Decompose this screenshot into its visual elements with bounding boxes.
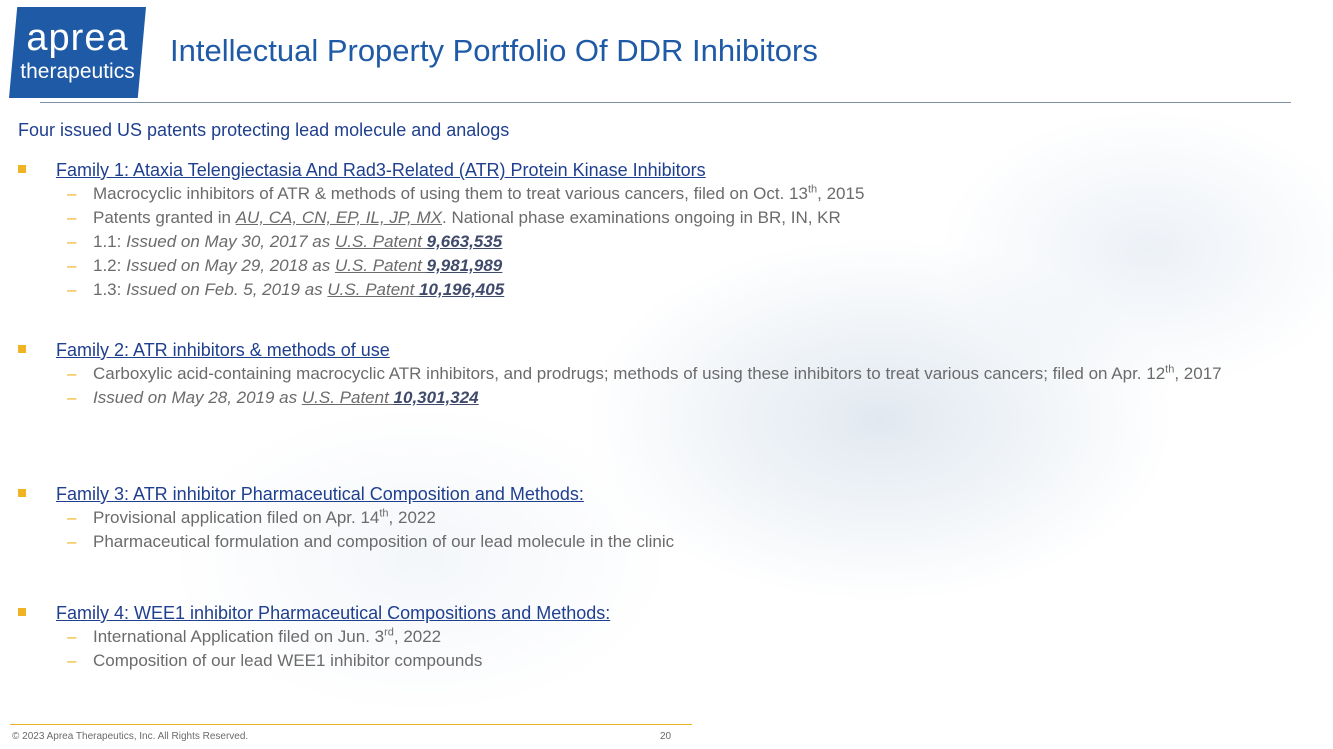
patent-link[interactable]: U.S. Patent 10,301,324	[301, 388, 479, 407]
family-title[interactable]: Family 4: WEE1 inhibitor Pharmaceutical …	[56, 603, 611, 623]
family-title[interactable]: Family 2: ATR inhibitors & methods of us…	[56, 340, 390, 360]
square-bullet-icon	[18, 345, 26, 353]
logo-tagline: therapeutics	[20, 60, 135, 83]
list-item: – Macrocyclic inhibitors of ATR & methods…	[67, 183, 865, 203]
list-item: –1.1: Issued on May 30, 2017 as U.S. Pat…	[67, 232, 503, 251]
section-subtitle: Four issued US patents protecting lead m…	[18, 120, 510, 140]
family-title[interactable]: Family 1: Ataxia Telengiectasia And Rad3…	[56, 160, 706, 180]
list-item: – Pharmaceutical formulation and composit…	[67, 532, 675, 551]
list-item: –1.3: Issued on Feb. 5, 2019 as U.S. Pat…	[67, 280, 505, 299]
patent-link[interactable]: U.S. Patent 9,663,535	[334, 232, 503, 251]
list-item: – Carboxylic acid-containing macrocyclic …	[67, 363, 1222, 383]
country-links[interactable]: AU, CA, CN, EP, IL, JP, MX	[235, 208, 442, 227]
square-bullet-icon	[18, 489, 26, 497]
title-divider	[40, 102, 1291, 103]
copyright-notice: © 2023 Aprea Therapeutics, Inc. All Righ…	[12, 731, 249, 742]
list-item: –1.2: Issued on May 29, 2018 as U.S. Pat…	[67, 256, 503, 275]
list-item: – Issued on May 28, 2019 as U.S. Patent 1…	[67, 388, 479, 407]
page-number: 20	[660, 731, 672, 742]
family-title[interactable]: Family 3: ATR inhibitor Pharmaceutical C…	[56, 484, 584, 504]
patent-family-1: Family 1: Ataxia Telengiectasia And Rad3…	[18, 158, 1297, 302]
page-title: Intellectual Property Portfolio Of DDR I…	[170, 33, 818, 68]
list-item: – Patents granted in AU, CA, CN, EP, IL, …	[67, 208, 841, 227]
square-bullet-icon	[18, 608, 26, 616]
list-item: – Provisional application filed on Apr. 1…	[67, 507, 436, 527]
company-logo: aprea therapeutics	[9, 7, 146, 98]
list-item: – Composition of our lead WEE1 inhibitor …	[67, 651, 483, 670]
list-item: – International Application filed on Jun.…	[67, 626, 442, 646]
patent-link[interactable]: U.S. Patent 9,981,989	[334, 256, 503, 275]
footer-divider	[10, 724, 692, 725]
logo-wordmark: aprea	[26, 17, 129, 59]
patent-link[interactable]: U.S. Patent 10,196,405	[327, 280, 505, 299]
patent-family-3: Family 3: ATR inhibitor Pharmaceutical C…	[18, 482, 1297, 554]
patent-family-4: Family 4: WEE1 inhibitor Pharmaceutical …	[18, 601, 1297, 673]
square-bullet-icon	[18, 165, 26, 173]
patent-family-2: Family 2: ATR inhibitors & methods of us…	[18, 338, 1297, 410]
